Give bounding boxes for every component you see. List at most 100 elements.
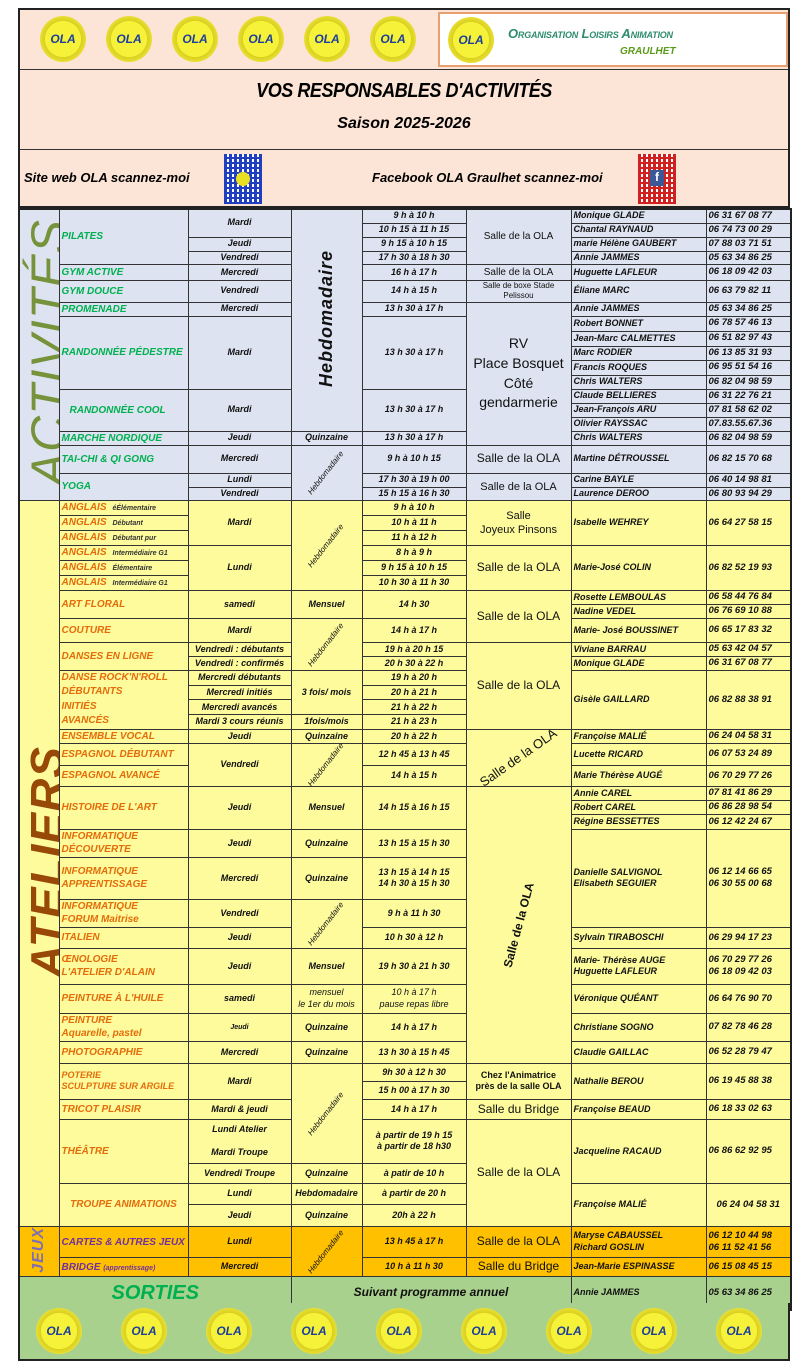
- day: Mardi: [187, 315, 292, 390]
- contact-name: marie Hélène GAUBERT: [570, 236, 707, 252]
- contact-phone: 06 40 14 98 81: [705, 472, 792, 488]
- time: 19 h 30 à 21 h 30: [361, 947, 467, 985]
- day: Mardi: [187, 499, 292, 546]
- contact-phone: 05 63 42 04 57: [705, 641, 792, 657]
- activity-name: DANSE ROCK'N'ROLL DÉBUTANTS INITIÉS AVAN…: [58, 669, 189, 730]
- contact-name: Marie-José COLIN: [570, 544, 707, 591]
- day: Mercredi initiés: [187, 684, 292, 701]
- frequency: Hebdomadaire: [290, 1062, 363, 1164]
- activity-name: POTERIE SCULPTURE SUR ARGILE: [58, 1062, 189, 1100]
- contact-phone: 06 78 57 46 13: [705, 315, 792, 332]
- contact-phone: 06 29 94 17 23: [705, 926, 792, 949]
- activity-name: ANGLAIS Élémentaire: [58, 559, 189, 576]
- frequency: Hebdomadaire: [290, 742, 363, 787]
- contact-phone: 06 18 09 42 03: [705, 263, 792, 281]
- contact-name: Claude BELLIERES: [570, 388, 707, 404]
- contact-name: Chantal RAYNAUD: [570, 222, 707, 238]
- level: Élémentaire: [112, 565, 153, 573]
- contact-name: Françoise BEAUD: [570, 1098, 707, 1120]
- time: 16 h à 17 h: [361, 263, 467, 281]
- activity-name: ENSEMBLE VOCAL: [58, 728, 189, 744]
- activity-name: ANGLAIS Débutant pur: [58, 529, 189, 546]
- contact-name: Françoise MALIÉ: [570, 728, 707, 744]
- contact-name: Chris WALTERS: [570, 430, 707, 446]
- time: 19 h à 20 h: [361, 669, 467, 686]
- header: OLA OLA OLA OLA OLA OLA OLA Organisation…: [18, 8, 790, 208]
- activity-name: BRIDGE (apprentissage): [58, 1257, 189, 1278]
- day: Lundi: [187, 544, 292, 591]
- contact-name: Jean-François ARU: [570, 402, 707, 418]
- contact-name: Jacqueline RACAUD: [570, 1118, 707, 1184]
- contact-phone: 06 82 04 98 59: [705, 374, 792, 390]
- time: 8 h à 9 h: [361, 544, 467, 561]
- activity-name: ANGLAIS Intermédiaire G1: [58, 574, 189, 591]
- day: samedi: [187, 589, 292, 619]
- contact-phone: 06 18 33 02 63: [705, 1098, 792, 1120]
- contact-phone: 06 82 88 38 91: [705, 669, 792, 730]
- contact-phone: 06 70 29 77 26: [705, 764, 792, 787]
- contact-name: Annie CAREL: [570, 785, 707, 801]
- day: Lundi Atelier Mardi Troupe: [187, 1118, 292, 1164]
- time: 14 h 30: [361, 589, 467, 619]
- day: Lundi: [187, 1182, 292, 1205]
- time: 21 h à 23 h: [361, 714, 467, 730]
- time: 17 h 30 à 19 h 00: [361, 472, 467, 488]
- contact-phone: 06 82 52 19 93: [705, 544, 792, 591]
- contact-phone: 06 19 45 88 38: [705, 1062, 792, 1100]
- contact-name: Monique GLADE: [570, 655, 707, 671]
- frequency: Hebdomadaire: [290, 898, 363, 949]
- time: 13 h 30 à 17 h: [361, 430, 467, 446]
- frequency: Quinzaine: [290, 1203, 363, 1227]
- ola-logo: OLA: [172, 16, 218, 62]
- time: 13 h 15 à 15 h 30: [361, 828, 467, 858]
- day: Mardi: [187, 208, 292, 238]
- activity-name: TRICOT PLAISIR: [58, 1098, 189, 1120]
- contact-name: Monique GLADE: [570, 208, 707, 224]
- contact-name: Danielle SALVIGNOL Elisabeth SEGUIER: [570, 828, 707, 928]
- activity-name: YOGA: [58, 472, 189, 501]
- contact-phone: 06 86 28 98 54: [705, 799, 792, 815]
- day: samedi: [187, 983, 292, 1014]
- page-title: VOS RESPONSABLES D'ACTIVITÉS: [256, 80, 552, 102]
- section-jeux: JEUX CARTES & AUTRES JEUX Lundi Hebdomad…: [18, 1225, 792, 1278]
- place-rv: RV Place Bosquet Côté gendarmerie: [465, 301, 572, 446]
- day: Mardi: [187, 1062, 292, 1100]
- time: 14 h à 17 h: [361, 1012, 467, 1042]
- time: 10 h à 17 h pause repas libre: [361, 983, 467, 1014]
- ola-logo: OLA: [716, 1308, 762, 1354]
- activity-name: TROUPE ANIMATIONS: [58, 1182, 189, 1227]
- contact-phone: 07 82 78 46 28: [705, 1012, 792, 1042]
- time: 15 h 15 à 16 h 30: [361, 486, 467, 501]
- place: Salle de la OLA: [465, 263, 572, 281]
- time: 14 h à 15 h: [361, 764, 467, 787]
- time: 14 h à 15 h: [361, 279, 467, 303]
- activity-name: GYM ACTIVE: [58, 263, 189, 281]
- time: 20 h à 22 h: [361, 728, 467, 744]
- contact-phone: 06 31 22 76 21: [705, 388, 792, 404]
- frequency: Quinzaine: [290, 1162, 363, 1184]
- facebook-icon: f: [650, 170, 664, 186]
- time: 13 h 30 à 17 h: [361, 388, 467, 432]
- frequency: Mensuel: [290, 589, 363, 619]
- activity-name: ESPAGNOL DÉBUTANT: [58, 742, 189, 766]
- ola-logo: OLA: [304, 16, 350, 62]
- ola-logo: OLA: [291, 1308, 337, 1354]
- time: à patir de 10 h: [361, 1162, 467, 1184]
- ola-logo: OLA: [376, 1308, 422, 1354]
- day: Vendredi Troupe: [187, 1162, 292, 1184]
- site-qr-code[interactable]: [224, 154, 262, 204]
- contact-name: Christiane SOGNO: [570, 1012, 707, 1042]
- time: 19 h à 20 h 15: [361, 641, 467, 657]
- activity-name: ESPAGNOL AVANCÉ: [58, 764, 189, 787]
- time: 13 h 30 à 17 h: [361, 301, 467, 317]
- day: Mercredi: [187, 856, 292, 900]
- contact-name: Viviane BARRAU: [570, 641, 707, 657]
- qr-row: Site web OLA scannez-moi Facebook OLA Gr…: [20, 150, 788, 206]
- activity-name: PHOTOGRAPHIE: [58, 1040, 189, 1064]
- facebook-qr-code[interactable]: f: [638, 154, 676, 204]
- activity-name: COUTURE: [58, 617, 189, 643]
- contact-phone: 06 51 82 97 43: [705, 330, 792, 347]
- contact-name: Jean-Marie ESPINASSE: [570, 1257, 707, 1278]
- day: Jeudi: [187, 1203, 292, 1227]
- contact-phone: 06 12 10 44 98 06 11 52 41 56: [705, 1225, 792, 1259]
